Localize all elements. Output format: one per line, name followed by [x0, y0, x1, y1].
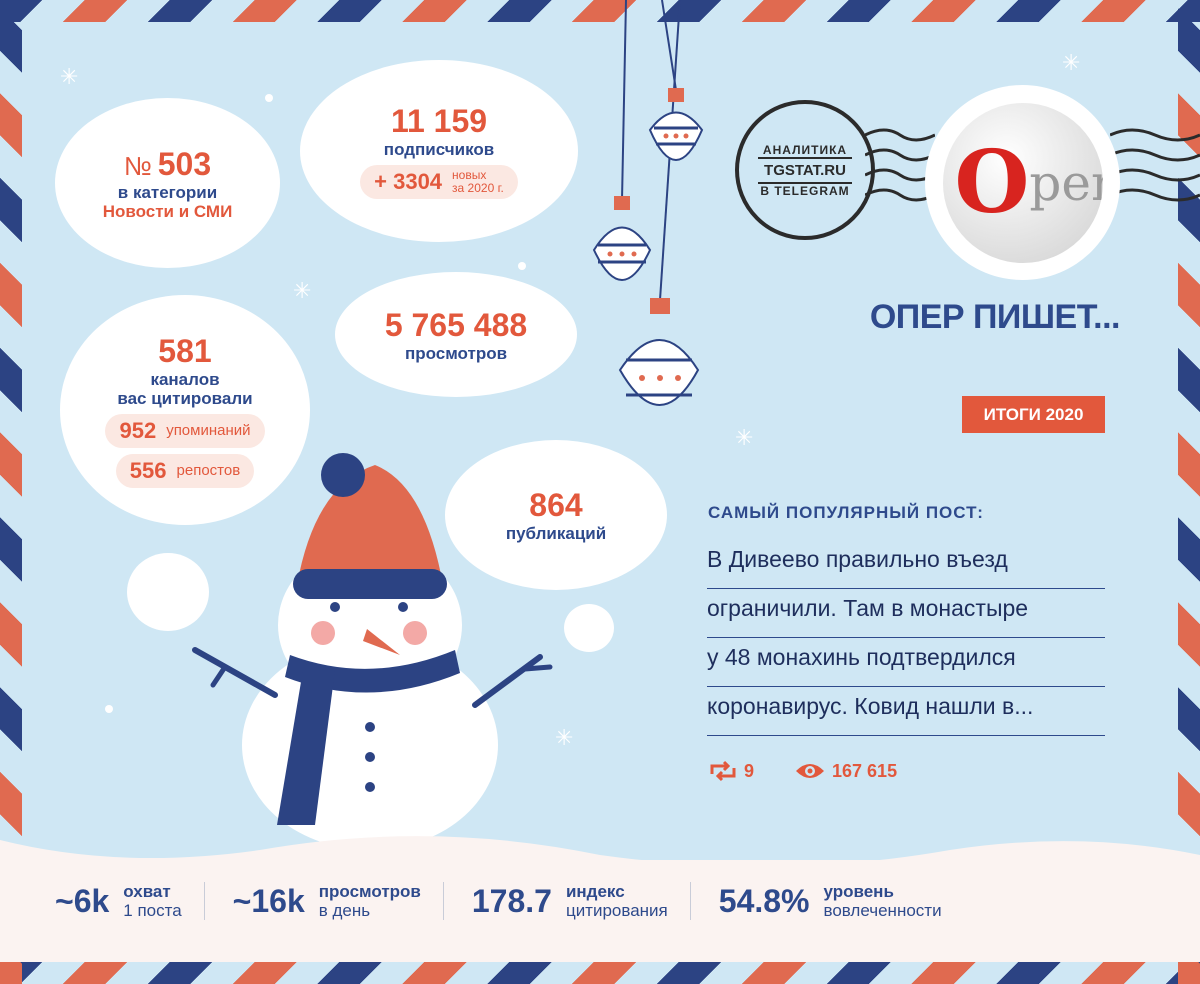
rank-bubble: № 503 в категории Новости и СМИ [55, 98, 280, 268]
rank-category: Новости и СМИ [102, 201, 233, 221]
publications-bubble: 864 публикаций [445, 440, 667, 590]
metric-reach: ~6k охват 1 поста [55, 882, 204, 920]
metric-value: 54.8% [718, 882, 810, 919]
airmail-border-right [1178, 0, 1200, 984]
metric-engagement: 54.8% уровень вовлеченности [689, 882, 964, 920]
avatar-rest: pen [1029, 153, 1102, 212]
rank-line1: в категории [117, 182, 218, 202]
eye-icon [796, 764, 825, 778]
snowman-icon [192, 453, 553, 845]
metric-label1: уровень [823, 882, 894, 901]
post-views: 167 615 [794, 761, 897, 782]
citations-label2: вас цитировали [117, 388, 253, 408]
metric-label2: 1 поста [123, 901, 182, 920]
publications-label: публикаций [505, 524, 607, 543]
new-subscribers-label1: новых [452, 168, 487, 182]
repost-icon [710, 760, 736, 782]
airmail-border-bottom [0, 962, 1200, 984]
stamp-brand: TGSTAT.RU [758, 156, 852, 184]
metric-value: 178.7 [471, 882, 552, 919]
mentions-pill: 952 упоминаний [105, 413, 265, 448]
airmail-border-top [0, 0, 1200, 22]
channel-avatar: O pen [925, 85, 1120, 280]
small-bubble [564, 604, 614, 652]
metric-label2: цитирования [565, 901, 668, 920]
snowflake-icon: ✳ [735, 425, 754, 450]
snowflake-icon: ✳ [1062, 50, 1081, 75]
airmail-border-left [0, 0, 22, 984]
post-views-value: 167 615 [832, 760, 898, 781]
new-subscribers-label2: за 2020 г. [452, 181, 504, 195]
tgstat-stamp: АНАЛИТИКА TGSTAT.RU В TELEGRAM [735, 100, 875, 240]
rank-number: 503 [157, 145, 212, 182]
postmark-lines-icon [865, 128, 935, 202]
reposts-label: репостов [176, 462, 241, 479]
snow-dot [105, 705, 113, 713]
year-badge: ИТОГИ 2020 [962, 396, 1105, 433]
top-post-text: В Дивеево правильно въезд ограничили. Та… [707, 540, 1105, 736]
stamp-bottom-text: В TELEGRAM [760, 183, 850, 198]
metric-citation-index: 178.7 индекс цитирования [442, 882, 690, 920]
metric-value: ~16k [232, 882, 305, 919]
views-value: 5 765 488 [384, 306, 528, 343]
snow-dot [265, 94, 273, 102]
new-subscribers-value: + 3304 [374, 169, 443, 194]
metrics-bar [0, 860, 1200, 962]
post-line: В Дивеево правильно въезд [707, 540, 1105, 589]
views-bubble: 5 765 488 просмотров [335, 272, 577, 397]
avatar-letter: O [954, 131, 1030, 233]
rank-prefix: № [123, 150, 152, 181]
reposts-value: 556 [129, 457, 167, 483]
post-reposts: 9 [708, 760, 754, 782]
metric-label2: в день [318, 901, 371, 920]
snowflake-icon: ✳ [555, 725, 574, 750]
snow-dot [518, 262, 526, 270]
avatar-image: O pen [942, 102, 1103, 263]
subscribers-value: 11 159 [390, 103, 488, 139]
stamp-top-text: АНАЛИТИКА [762, 142, 848, 157]
metric-label1: охват [123, 882, 171, 901]
mentions-label: упоминаний [166, 422, 251, 439]
snowflake-icon: ✳ [293, 278, 312, 303]
post-line: у 48 монахинь подтвердился [707, 638, 1105, 687]
metric-daily-views: ~16k просмотров в день [203, 882, 443, 920]
snowflake-icon: ✳ [60, 64, 79, 89]
top-post-heading: САМЫЙ ПОПУЛЯРНЫЙ ПОСТ: [708, 503, 984, 522]
small-bubble [127, 553, 209, 631]
metrics-row: ~6k охват 1 поста ~16k просмотров в день 1… [55, 882, 1165, 920]
subscribers-bubble: 11 159 подписчиков + 3304 новых за 2020 … [300, 60, 578, 242]
metric-label2: вовлеченности [823, 901, 942, 920]
new-subscribers-pill: + 3304 новых за 2020 г. [360, 165, 518, 199]
post-reposts-value: 9 [744, 760, 755, 781]
publications-value: 864 [529, 487, 583, 523]
top-post-stats: 9 167 615 [708, 760, 897, 782]
postmark-lines-icon [1110, 128, 1200, 202]
citations-value: 581 [158, 332, 212, 369]
christmas-ornaments-icon [592, 0, 704, 406]
metric-value: ~6k [55, 882, 110, 919]
channel-title: ОПЕР ПИШЕТ... [869, 298, 1121, 336]
subscribers-label: подписчиков [383, 140, 495, 159]
metric-label1: индекс [565, 882, 625, 901]
citations-bubble: 581 каналов вас цитировали 952 упоминани… [60, 295, 310, 525]
post-line: ограничили. Там в монастыре [707, 589, 1105, 638]
views-label: просмотров [404, 343, 508, 363]
metric-label1: просмотров [318, 882, 421, 901]
reposts-pill: 556 репостов [115, 453, 255, 488]
mentions-value: 952 [119, 417, 157, 443]
citations-label1: каналов [150, 369, 220, 389]
post-line: коронавирус. Ковид нашли в... [707, 687, 1105, 736]
